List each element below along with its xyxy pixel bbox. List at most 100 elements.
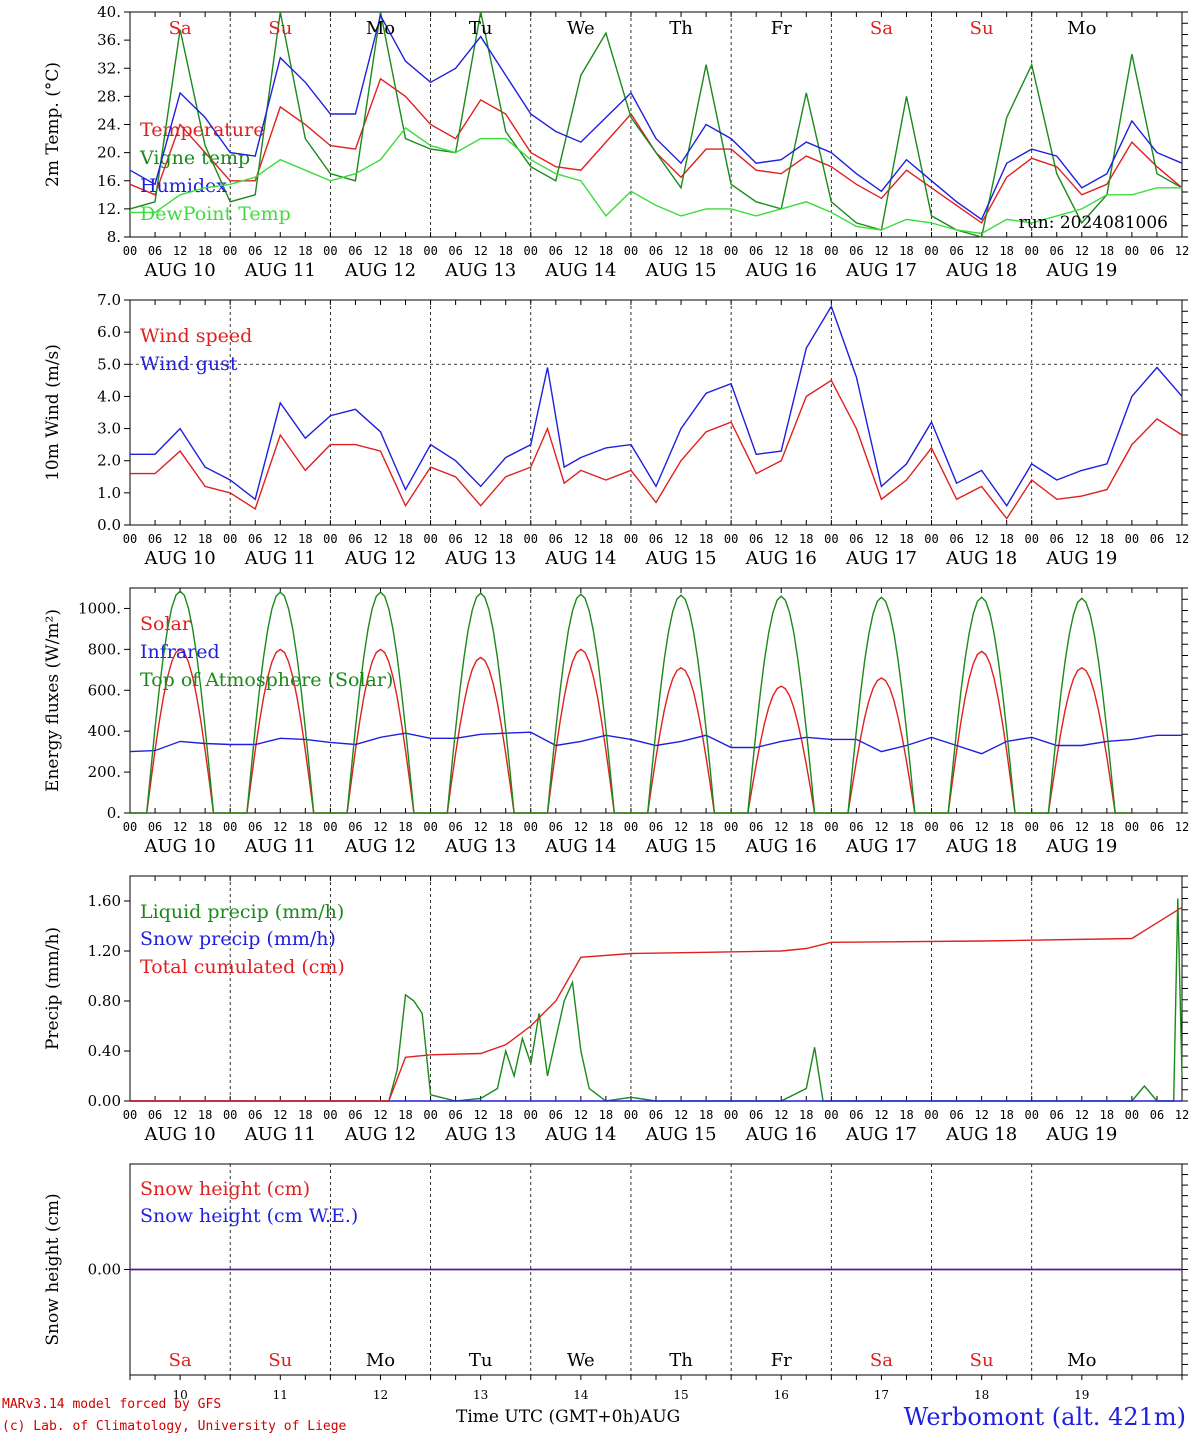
- day-number-label: 12: [373, 1388, 388, 1402]
- hour-tick-label: 06: [949, 532, 963, 546]
- day-name-label: Sa: [870, 1350, 893, 1371]
- y-tick-label: 4.0: [97, 387, 121, 405]
- hour-tick-label: 12: [373, 1108, 387, 1122]
- hour-tick-label: 00: [624, 1108, 638, 1122]
- hour-tick-label: 12: [1075, 244, 1089, 258]
- day-name-label: Tu: [469, 1350, 493, 1371]
- hour-tick-label: 00: [524, 532, 538, 546]
- y-tick-label: 1.20: [88, 942, 121, 960]
- hour-tick-label: 00: [1125, 820, 1139, 834]
- hour-tick-label: 00: [1125, 532, 1139, 546]
- hour-tick-label: 06: [1050, 820, 1064, 834]
- hour-tick-label: 06: [1050, 244, 1064, 258]
- hour-tick-label: 12: [674, 820, 688, 834]
- y-tick-label: 0.: [107, 804, 121, 822]
- date-label: AUG 11: [244, 1124, 316, 1145]
- hour-tick-label: 00: [924, 820, 938, 834]
- hour-tick-label: 18: [899, 820, 913, 834]
- day-name-label: Mo: [366, 18, 395, 39]
- hour-tick-label: 06: [148, 244, 162, 258]
- date-label: AUG 11: [244, 548, 316, 569]
- hour-tick-label: 12: [373, 820, 387, 834]
- date-label: AUG 10: [144, 260, 216, 281]
- hour-tick-label: 12: [574, 1108, 588, 1122]
- hour-tick-label: 12: [1075, 820, 1089, 834]
- hour-tick-label: 18: [1100, 532, 1114, 546]
- hour-tick-label: 12: [173, 1108, 187, 1122]
- y-tick-label: 7.0: [97, 291, 121, 309]
- hour-tick-label: 18: [999, 244, 1013, 258]
- y-tick-label: 24.: [97, 116, 121, 134]
- y-tick-label: 8.: [107, 228, 121, 246]
- legend-label: Infrared: [140, 641, 220, 663]
- date-label: AUG 15: [644, 836, 716, 857]
- hour-tick-label: 18: [999, 532, 1013, 546]
- date-label: AUG 17: [845, 836, 917, 857]
- hour-tick-label: 00: [423, 1108, 437, 1122]
- hour-tick-label: 12: [1175, 244, 1189, 258]
- date-label: AUG 14: [544, 836, 616, 857]
- hour-tick-label: 00: [824, 244, 838, 258]
- hour-tick-label: 06: [348, 1108, 362, 1122]
- hour-tick-label: 12: [173, 244, 187, 258]
- y-tick-label: 3.0: [97, 420, 121, 438]
- date-label: AUG 13: [444, 548, 516, 569]
- hour-tick-label: 18: [799, 532, 813, 546]
- hour-tick-label: 12: [574, 532, 588, 546]
- hour-tick-label: 18: [398, 820, 412, 834]
- date-label: AUG 13: [444, 1124, 516, 1145]
- hour-tick-label: 18: [699, 532, 713, 546]
- date-label: AUG 18: [945, 1124, 1017, 1145]
- hour-tick-label: 00: [223, 1108, 237, 1122]
- hour-tick-label: 00: [624, 244, 638, 258]
- date-label: AUG 10: [144, 548, 216, 569]
- date-label: AUG 19: [1045, 836, 1117, 857]
- hour-tick-label: 18: [999, 1108, 1013, 1122]
- hour-tick-label: 18: [1100, 1108, 1114, 1122]
- hour-tick-label: 12: [874, 244, 888, 258]
- hour-tick-label: 06: [1150, 820, 1164, 834]
- x-axis-month: AUG: [640, 1407, 681, 1427]
- hour-tick-label: 00: [724, 244, 738, 258]
- hour-tick-label: 18: [699, 820, 713, 834]
- hour-tick-label: 06: [649, 820, 663, 834]
- station-label: Werbomont (alt. 421m): [903, 1403, 1186, 1431]
- day-number-label: 16: [774, 1388, 789, 1402]
- hour-tick-label: 00: [524, 820, 538, 834]
- day-name-label: Mo: [1067, 18, 1096, 39]
- hour-tick-label: 18: [899, 244, 913, 258]
- hour-tick-label: 18: [498, 532, 512, 546]
- hour-tick-label: 06: [1050, 532, 1064, 546]
- hour-tick-label: 06: [148, 820, 162, 834]
- date-label: AUG 17: [845, 260, 917, 281]
- hour-tick-label: 06: [549, 244, 563, 258]
- hour-tick-label: 12: [373, 532, 387, 546]
- date-label: AUG 10: [144, 1124, 216, 1145]
- day-name-label: Su: [970, 18, 994, 39]
- legend-label: Wind gust: [140, 353, 238, 375]
- date-label: AUG 11: [244, 836, 316, 857]
- hour-tick-label: 18: [298, 820, 312, 834]
- y-tick-label: 1.60: [88, 892, 121, 910]
- hour-tick-label: 00: [123, 820, 137, 834]
- hour-tick-label: 06: [148, 1108, 162, 1122]
- y-tick-label: 28.: [97, 87, 121, 105]
- hour-tick-label: 06: [649, 244, 663, 258]
- hour-tick-label: 12: [473, 244, 487, 258]
- day-name-label: We: [567, 1350, 595, 1371]
- hour-tick-label: 06: [448, 244, 462, 258]
- day-name-label: Sa: [870, 18, 893, 39]
- legend-label: Top of Atmosphere (Solar): [140, 669, 393, 691]
- hour-tick-label: 06: [448, 532, 462, 546]
- hour-tick-label: 12: [273, 1108, 287, 1122]
- date-label: AUG 15: [644, 548, 716, 569]
- hour-tick-label: 06: [549, 1108, 563, 1122]
- hour-tick-label: 06: [248, 1108, 262, 1122]
- date-label: AUG 16: [745, 836, 817, 857]
- hour-tick-label: 12: [473, 532, 487, 546]
- day-name-label: Th: [669, 18, 693, 39]
- legend-label: Snow height (cm W.E.): [140, 1205, 358, 1227]
- y-tick-label: 0.00: [88, 1092, 121, 1110]
- hour-tick-label: 00: [924, 1108, 938, 1122]
